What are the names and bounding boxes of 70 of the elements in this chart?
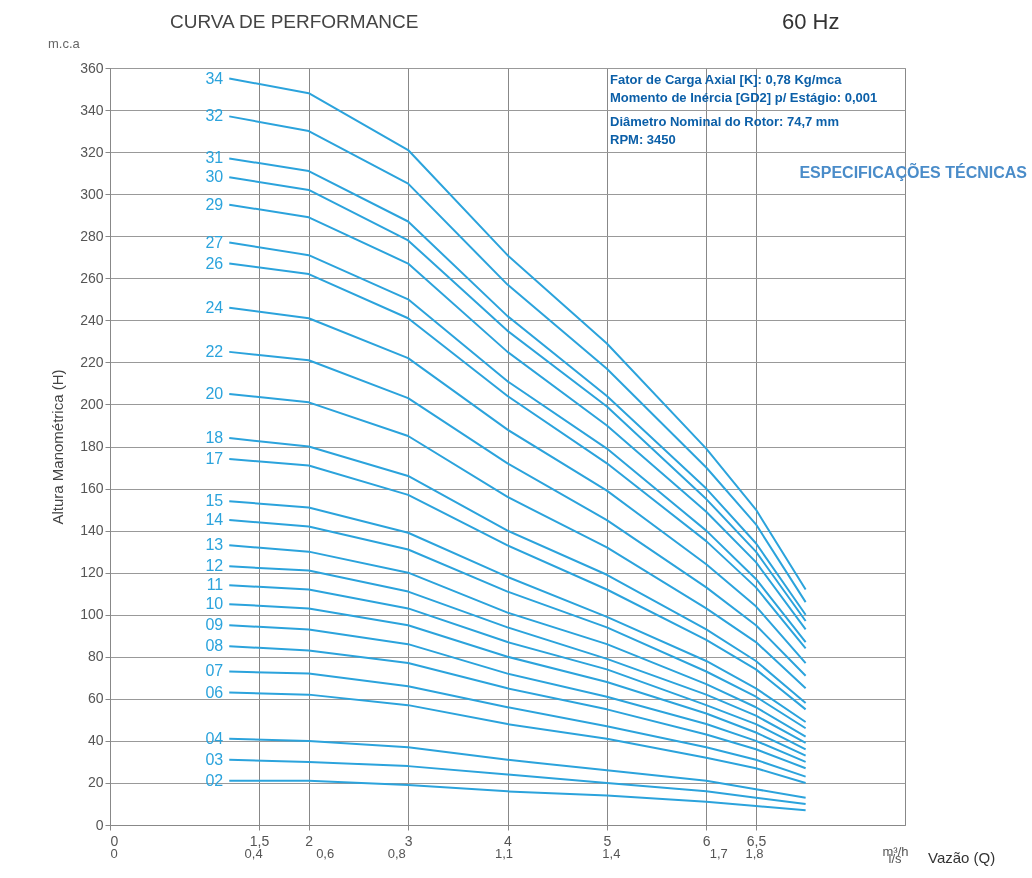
y-tick-label: 120 [80,564,104,581]
x-tick-label: 2 [305,832,314,849]
x-tick-label: 6 [702,832,711,849]
series-label: 10 [205,595,224,613]
series-label: 09 [205,616,224,634]
y-tick-label: 160 [80,480,104,497]
y-tick-label: 240 [80,311,104,328]
text: Vazão (Q) [928,849,996,866]
annotation: Momento de Inércia [GD2] p/ Estágio: 0,001 [610,90,878,105]
series-label: 17 [205,450,224,468]
y-tick-label: 220 [80,353,104,370]
series-label: 24 [205,298,224,316]
y-tick-label: 140 [80,522,104,539]
line-series [228,392,807,690]
chart-title: CURVA DE PERFORMANCE [170,11,419,32]
line-series [228,779,807,812]
y-tick-label: 280 [80,227,104,244]
y-tick-label: 360 [80,59,104,76]
series-label: 12 [205,557,224,575]
annotation: Fator de Carga Axial [K]: 0,78 Kg/mca [610,72,843,87]
series-label: 07 [205,662,224,680]
x2-tick-label: 0,8 [387,845,406,861]
y-tick-label: 340 [80,101,104,118]
series-label: 02 [205,771,224,789]
y-tick-label: 300 [80,185,104,202]
series-label: 03 [205,750,224,768]
series-label: 14 [205,511,224,529]
x-tick-label: 3 [404,832,413,849]
series-label: 20 [205,384,224,402]
series-label: 27 [205,233,224,251]
y-tick-label: 320 [80,143,104,160]
series-label: 31 [205,149,224,167]
x2-tick-label: 1,7 [709,845,728,861]
series-label: 22 [205,342,224,360]
annotation: RPM: 3450 [610,132,676,148]
series-label: 06 [205,683,224,701]
text: m.c.a [48,36,81,51]
series-label: 18 [205,429,224,447]
line-series [228,624,807,763]
series-label: 15 [205,492,224,510]
y-tick-label: 200 [80,395,104,412]
y-tick-label: 80 [87,648,104,665]
series-label: 11 [206,576,224,594]
series-label: 32 [205,107,224,125]
line-series [228,691,807,784]
series-label: 04 [205,729,224,747]
y-tick-label: 100 [80,606,104,623]
y-tick-label: 0 [95,816,104,833]
x-tick-label: 1,5 [249,832,270,849]
annotation: Diâmetro Nominal do Rotor: 74,7 mm [610,114,839,130]
series-label: 13 [205,536,224,554]
series-label: 30 [205,168,224,186]
y-tick-label: 40 [87,732,104,749]
series-label: 26 [205,254,224,272]
line-series [228,350,807,677]
series-label: 08 [205,637,224,655]
chart-subtitle: 60 Hz [782,9,840,34]
line-series [228,670,807,778]
y-tick-label: 260 [80,269,104,286]
line-series [228,758,807,805]
series-label: 29 [205,195,224,213]
line-series [228,645,807,770]
x2-tick-label: 0,6 [316,845,335,861]
y-tick-label: 20 [87,774,104,791]
y-tick-label: 60 [87,690,104,707]
y-axis-title: Altura Manométrica (H) [49,369,67,525]
y-tick-label: 180 [80,438,104,454]
x-tick-label: 6,5 [746,832,767,849]
series-label: 34 [205,69,224,87]
line-series [228,737,807,799]
